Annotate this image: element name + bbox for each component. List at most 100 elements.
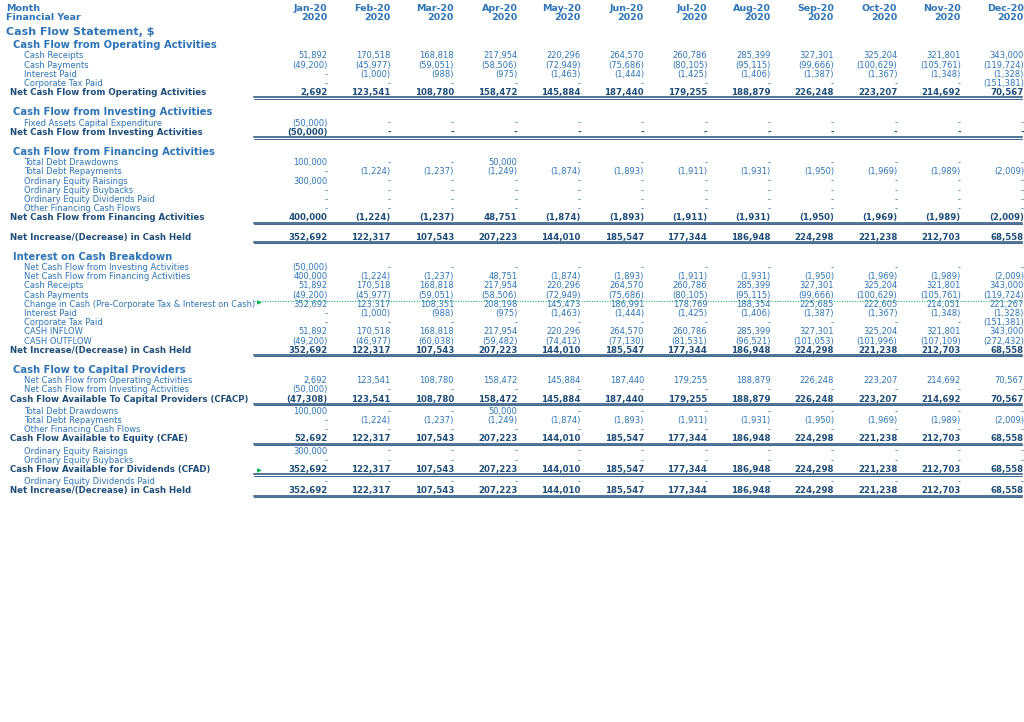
- Text: 51,892: 51,892: [298, 327, 328, 336]
- Text: Ordinary Equity Buybacks: Ordinary Equity Buybacks: [24, 456, 133, 465]
- Text: Total Debt Repayments: Total Debt Repayments: [24, 168, 122, 176]
- Text: (1,249): (1,249): [487, 168, 517, 176]
- Text: -: -: [388, 263, 391, 272]
- Text: -: -: [514, 195, 517, 204]
- Text: 170,518: 170,518: [356, 51, 391, 61]
- Text: -: -: [831, 195, 834, 204]
- Text: (1,425): (1,425): [677, 70, 708, 79]
- Text: 177,344: 177,344: [668, 465, 708, 474]
- Text: 224,298: 224,298: [795, 232, 834, 242]
- Text: -: -: [325, 204, 328, 213]
- Text: (49,200): (49,200): [292, 290, 328, 300]
- Text: 224,298: 224,298: [795, 465, 834, 474]
- Text: (1,237): (1,237): [424, 272, 454, 281]
- Text: 70,567: 70,567: [994, 376, 1024, 386]
- Text: 48,751: 48,751: [483, 214, 517, 222]
- Text: -: -: [388, 177, 391, 186]
- Text: Cash Payments: Cash Payments: [24, 61, 89, 69]
- Text: 100,000: 100,000: [293, 158, 328, 168]
- Text: 300,000: 300,000: [293, 177, 328, 186]
- Text: 2020: 2020: [997, 14, 1024, 22]
- Text: -: -: [451, 406, 454, 416]
- Text: (50,000): (50,000): [292, 386, 328, 394]
- Text: 122,317: 122,317: [351, 465, 391, 474]
- Text: Interest on Cash Breakdown: Interest on Cash Breakdown: [6, 252, 172, 262]
- Text: -: -: [641, 158, 644, 168]
- Text: -: -: [831, 177, 834, 186]
- Text: (59,051): (59,051): [419, 290, 454, 300]
- Text: 2020: 2020: [492, 14, 517, 22]
- Text: -: -: [957, 79, 961, 88]
- Text: -: -: [514, 318, 517, 327]
- Text: -: -: [894, 158, 897, 168]
- Text: 100,000: 100,000: [293, 406, 328, 416]
- Text: 187,440: 187,440: [604, 395, 644, 404]
- Text: 122,317: 122,317: [351, 487, 391, 495]
- Text: -: -: [703, 128, 708, 136]
- Text: Ordinary Equity Dividends Paid: Ordinary Equity Dividends Paid: [24, 477, 155, 486]
- Text: (45,977): (45,977): [355, 61, 391, 69]
- Text: (1,874): (1,874): [550, 272, 581, 281]
- Text: 223,207: 223,207: [863, 376, 897, 386]
- Text: -: -: [578, 425, 581, 434]
- Text: -: -: [894, 318, 897, 327]
- Text: -: -: [388, 425, 391, 434]
- Text: (1,387): (1,387): [804, 309, 834, 318]
- Text: 178,769: 178,769: [673, 300, 708, 309]
- Text: 285,399: 285,399: [736, 282, 771, 290]
- Text: (1,249): (1,249): [487, 416, 517, 425]
- Text: 145,473: 145,473: [546, 300, 581, 309]
- Text: (105,761): (105,761): [920, 290, 961, 300]
- Text: 145,884: 145,884: [546, 376, 581, 386]
- Text: Total Debt Drawdowns: Total Debt Drawdowns: [24, 158, 118, 168]
- Text: -: -: [705, 425, 708, 434]
- Text: -: -: [1021, 477, 1024, 486]
- Text: 2020: 2020: [744, 14, 771, 22]
- Text: (1,874): (1,874): [546, 214, 581, 222]
- Text: -: -: [957, 177, 961, 186]
- Text: -: -: [578, 386, 581, 394]
- Text: Aug-20: Aug-20: [733, 4, 771, 13]
- Text: 2020: 2020: [301, 14, 328, 22]
- Text: Net Cash Flow from Investing Activities: Net Cash Flow from Investing Activities: [10, 128, 203, 136]
- Text: -: -: [388, 447, 391, 456]
- Text: -: -: [831, 79, 834, 88]
- Text: -: -: [831, 425, 834, 434]
- Text: (1,224): (1,224): [360, 168, 391, 176]
- Text: 2020: 2020: [871, 14, 897, 22]
- Text: Change in Cash (Pre-Corporate Tax & Interest on Cash): Change in Cash (Pre-Corporate Tax & Inte…: [24, 300, 255, 309]
- Text: 108,780: 108,780: [415, 88, 454, 97]
- Text: -: -: [1021, 425, 1024, 434]
- Text: (58,506): (58,506): [481, 61, 517, 69]
- Text: -: -: [957, 158, 961, 168]
- Text: 2020: 2020: [365, 14, 391, 22]
- Text: -: -: [705, 263, 708, 272]
- Text: -: -: [514, 79, 517, 88]
- Text: (988): (988): [431, 70, 454, 79]
- Text: (96,521): (96,521): [735, 336, 771, 346]
- Text: 185,547: 185,547: [604, 465, 644, 474]
- Text: Jan-20: Jan-20: [294, 4, 328, 13]
- Text: -: -: [388, 477, 391, 486]
- Text: -: -: [768, 386, 771, 394]
- Text: 220,296: 220,296: [547, 327, 581, 336]
- Text: (1,969): (1,969): [862, 214, 897, 222]
- Text: (47,308): (47,308): [286, 395, 328, 404]
- Text: 144,010: 144,010: [542, 487, 581, 495]
- Text: 212,703: 212,703: [922, 346, 961, 355]
- Text: Cash Flow Available to Equity (CFAE): Cash Flow Available to Equity (CFAE): [10, 435, 187, 443]
- Text: Cash Payments: Cash Payments: [24, 290, 89, 300]
- Text: -: -: [831, 386, 834, 394]
- Text: -: -: [514, 447, 517, 456]
- Text: (49,200): (49,200): [292, 61, 328, 69]
- Text: (45,977): (45,977): [355, 290, 391, 300]
- Text: (1,931): (1,931): [735, 214, 771, 222]
- Text: Cash Receipts: Cash Receipts: [24, 51, 83, 61]
- Text: Net Increase/(Decrease) in Cash Held: Net Increase/(Decrease) in Cash Held: [10, 232, 191, 242]
- Text: 188,879: 188,879: [731, 395, 771, 404]
- Text: 179,255: 179,255: [673, 376, 708, 386]
- Text: 212,703: 212,703: [922, 465, 961, 474]
- Text: (49,200): (49,200): [292, 336, 328, 346]
- Text: 221,238: 221,238: [858, 232, 897, 242]
- Text: (80,105): (80,105): [672, 61, 708, 69]
